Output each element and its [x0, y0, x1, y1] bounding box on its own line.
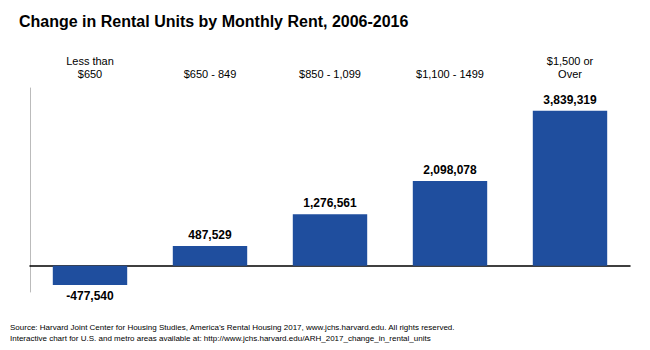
svg-text:$1,100 - 1499: $1,100 - 1499: [416, 68, 484, 80]
svg-text:-477,540: -477,540: [66, 289, 114, 303]
svg-text:$650 - 849: $650 - 849: [184, 68, 237, 80]
svg-text:$1,500 or: $1,500 or: [547, 55, 594, 67]
svg-text:Interactive chart for U.S. and: Interactive chart for U.S. and metro are…: [10, 334, 431, 343]
svg-text:$650: $650: [78, 68, 102, 80]
svg-text:Source: Harvard Joint Center f: Source: Harvard Joint Center for Housing…: [10, 323, 455, 332]
svg-text:Change in Rental Units by Mont: Change in Rental Units by Monthly Rent, …: [19, 13, 409, 30]
svg-text:3,839,319: 3,839,319: [543, 93, 597, 107]
svg-text:2,098,078: 2,098,078: [423, 163, 477, 177]
svg-text:1,276,561: 1,276,561: [303, 196, 357, 210]
svg-text:Less than: Less than: [66, 55, 114, 67]
svg-text:487,529: 487,529: [188, 228, 232, 242]
svg-text:$850 - 1,099: $850 - 1,099: [299, 68, 361, 80]
svg-text:Over: Over: [558, 68, 582, 80]
